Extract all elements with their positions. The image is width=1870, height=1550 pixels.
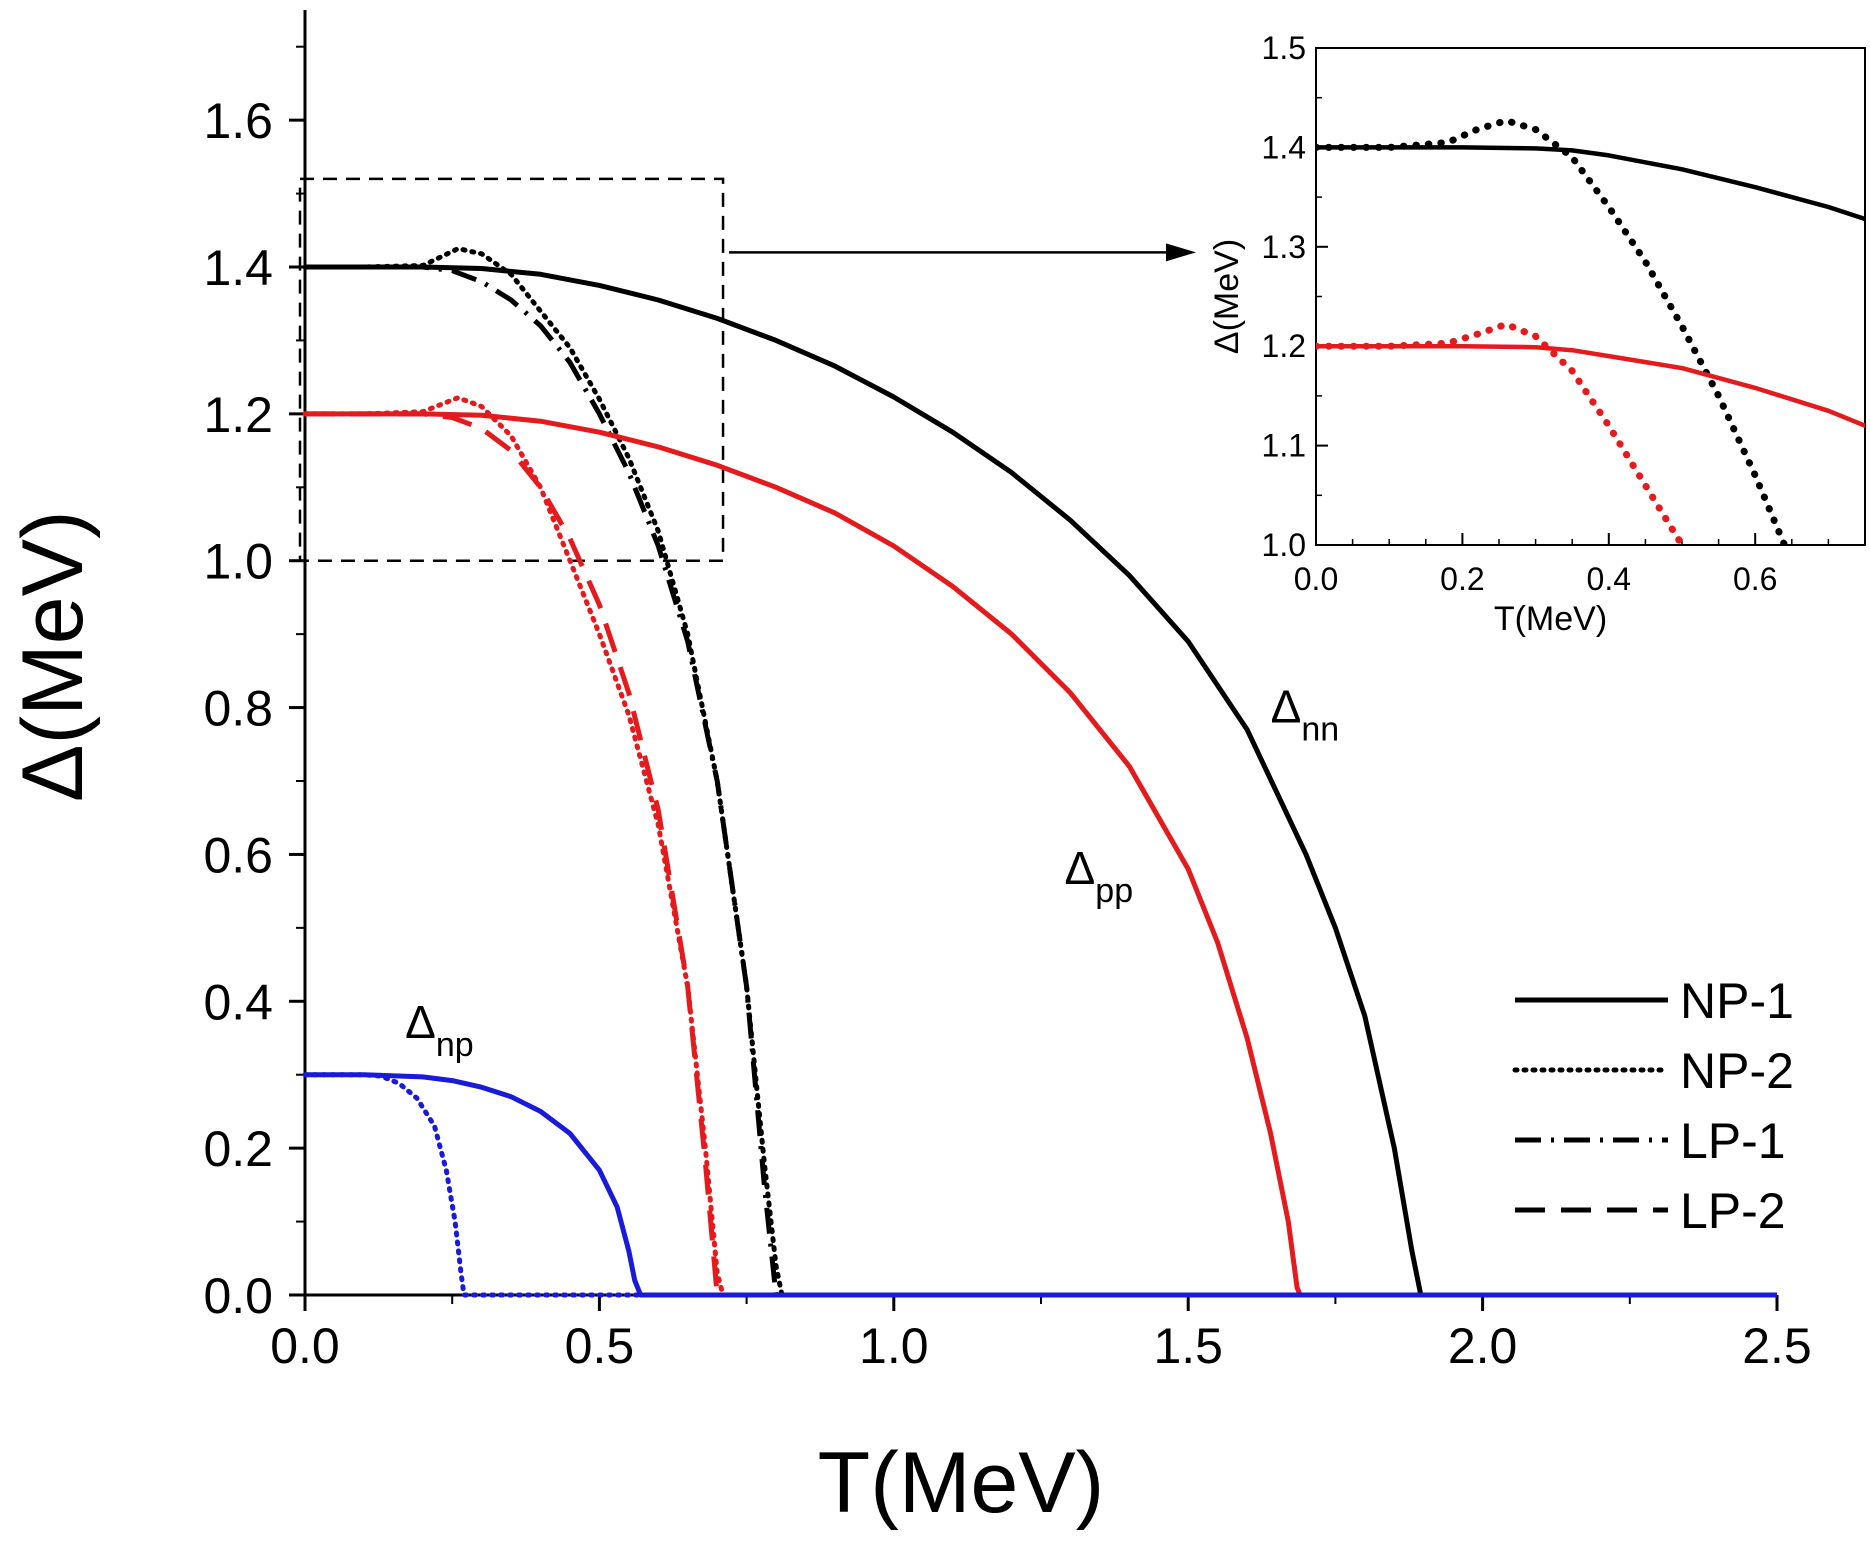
inset-plot: 0.0 0.2 0.4 0.6 1.0 1.1 1.2 1.3 1.4 1.5 T(MeV) Δ(Me… [1208, 30, 1866, 638]
legend-label-lp-1: LP-1 [1680, 1113, 1786, 1169]
x-axis-title: T(MeV) [818, 1435, 1105, 1531]
x-tick-label: 0.0 [270, 1318, 340, 1374]
label-delta-np: Δnp [405, 996, 474, 1064]
legend-label-np-1: NP-1 [1680, 973, 1794, 1029]
inset-x-tick-label: 0.2 [1440, 561, 1484, 597]
zoom-arrow-head [1166, 243, 1196, 262]
zoom-region-box [298, 177, 725, 562]
inset-y-tick-label: 1.1 [1262, 428, 1306, 464]
x-tick-label: 2.5 [1742, 1318, 1812, 1374]
inset-x-tick-label: 0.6 [1733, 561, 1777, 597]
inset-x-tick-label: 0.0 [1294, 561, 1338, 597]
x-tick-label: 0.5 [565, 1318, 635, 1374]
legend: NP-1 NP-2 LP-1 LP-2 [1512, 973, 1794, 1239]
y-tick-label: 1.4 [203, 240, 273, 296]
series-pp-np-1 [305, 411, 1777, 1298]
label-delta-pp: Δpp [1065, 842, 1134, 910]
inset-y-tick-label: 1.2 [1262, 328, 1306, 364]
y-tick-label: 0.6 [203, 827, 273, 883]
inset-series-nn-np-1 [1316, 145, 1865, 222]
y-tick-label: 0.8 [203, 681, 273, 737]
legend-label-np-2: NP-2 [1680, 1043, 1794, 1099]
label-delta-nn: Δnn [1271, 680, 1340, 748]
series-nn-lp-1 [305, 264, 1777, 1298]
inset-series-pp-np-2 [1316, 320, 1686, 545]
y-tick-label: 1.6 [203, 93, 273, 149]
y-tick-label: 0.4 [203, 974, 273, 1030]
main-plot: 0.0 0.5 1.0 1.5 2.0 2.5 0.0 0.2 0.4 0.6 0.8 1.0 1.2 1… [5, 10, 1812, 1531]
x-tick-label: 1.0 [859, 1318, 929, 1374]
inset-x-tick-label: 0.4 [1587, 561, 1631, 597]
series-pp-lp-2 [305, 411, 1777, 1298]
inset-y-tick-label: 1.4 [1262, 129, 1306, 165]
series-np-np-1 [305, 1072, 1777, 1298]
y-tick-label: 1.2 [203, 387, 273, 443]
inset-y-tick-label: 1.0 [1262, 527, 1306, 563]
inset-frame [1315, 47, 1866, 546]
inset-y-tick-label: 1.5 [1262, 30, 1306, 66]
series-np-np-2 [302, 1072, 1780, 1298]
x-tick-label: 1.5 [1153, 1318, 1223, 1374]
y-tick-label: 0.2 [203, 1121, 273, 1177]
inset-series-nn-np-2 [1316, 117, 1788, 545]
y-tick-label: 1.0 [203, 534, 273, 590]
x-tick-label: 2.0 [1448, 1318, 1518, 1374]
legend-label-lp-2: LP-2 [1680, 1183, 1786, 1239]
inset-x-axis-title: T(MeV) [1494, 600, 1607, 638]
y-axis-title: Δ(MeV) [5, 510, 101, 802]
inset-y-tick-label: 1.3 [1262, 229, 1306, 265]
y-tick-label: 0.0 [203, 1268, 273, 1324]
series-nn-np-1 [305, 264, 1777, 1298]
inset-y-axis-title: Δ(MeV) [1208, 239, 1246, 354]
